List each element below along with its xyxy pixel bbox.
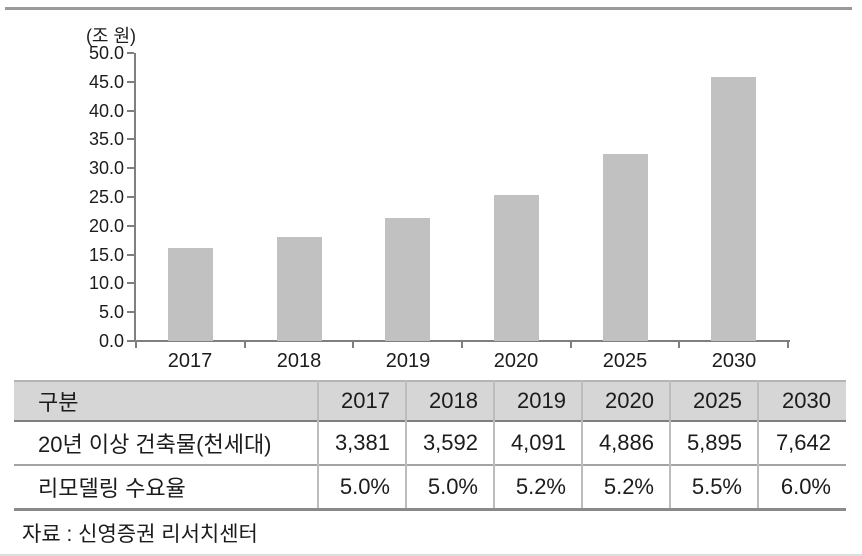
x-axis-tick <box>787 341 789 348</box>
table-cell: 5.0% <box>405 465 494 510</box>
y-axis-tick <box>127 196 134 198</box>
y-axis-tick-label: 5.0 <box>98 302 124 322</box>
y-axis-tick <box>127 138 134 140</box>
top-divider <box>5 7 852 10</box>
table-cell: 5.2% <box>581 465 670 510</box>
x-axis-tick <box>244 341 246 348</box>
y-axis-unit-label: (조 원) <box>85 26 137 46</box>
table-header-row: 구분 2017 2018 2019 2020 2025 2030 <box>14 381 846 421</box>
bar-2017 <box>168 248 213 341</box>
table-cell: 5.0% <box>317 465 406 510</box>
y-axis-tick-label: 35.0 <box>88 129 124 149</box>
table-cell: 7,642 <box>757 421 846 465</box>
table-cell: 5.2% <box>493 465 582 510</box>
table-header-year: 2018 <box>405 381 494 421</box>
report-figure: (조 원) 0.0 5.0 10.0 15.0 20.0 25.0 30.0 35.0 40.0… <box>0 7 862 556</box>
table-cell: 4,886 <box>581 421 670 465</box>
y-axis-tick <box>127 225 134 227</box>
x-axis-tick <box>461 341 463 348</box>
x-axis-tick <box>352 341 354 348</box>
table-cell: 5.5% <box>669 465 758 510</box>
table-cell: 6.0% <box>757 465 846 510</box>
bar-2019 <box>385 218 430 341</box>
row-label: 20년 이상 건축물(천세대) <box>14 421 318 465</box>
y-axis-tick <box>127 110 134 112</box>
table-header-category: 구분 <box>14 381 318 421</box>
x-axis-tick-label: 2019 <box>385 350 431 372</box>
table-row-demand-rate: 리모델링 수요율 5.0% 5.0% 5.2% 5.2% 5.5% 6.0% <box>14 465 846 510</box>
y-axis-tick-label: 40.0 <box>88 101 124 121</box>
y-axis-tick-label: 30.0 <box>88 158 124 178</box>
y-axis-tick <box>127 167 134 169</box>
x-axis-tick-label: 2025 <box>602 350 648 372</box>
bar-2018 <box>277 237 322 341</box>
x-axis-tick-label: 2020 <box>493 350 539 372</box>
x-axis-tick <box>570 341 572 348</box>
y-axis-tick-label: 20.0 <box>88 216 124 236</box>
y-axis <box>134 53 136 342</box>
table-cell: 3,381 <box>317 421 406 465</box>
table-cell: 5,895 <box>669 421 758 465</box>
x-axis-tick-label: 2030 <box>711 350 757 372</box>
y-axis-tick <box>127 311 134 313</box>
y-axis-tick <box>127 52 134 54</box>
table-header-year: 2025 <box>669 381 758 421</box>
bar-2030 <box>711 77 756 341</box>
table-header-year: 2030 <box>757 381 846 421</box>
table-header-year: 2019 <box>493 381 582 421</box>
y-axis-tick-label: 25.0 <box>88 187 124 207</box>
table-row-buildings: 20년 이상 건축물(천세대) 3,381 3,592 4,091 4,886 … <box>14 421 846 465</box>
table-cell: 3,592 <box>405 421 494 465</box>
y-axis-tick-label: 50.0 <box>88 43 124 63</box>
y-axis-tick-label: 10.0 <box>88 273 124 293</box>
x-axis-tick <box>678 341 680 348</box>
table-header-year: 2017 <box>317 381 406 421</box>
source-note: 자료 : 신영증권 리서치센터 <box>22 523 258 546</box>
table-cell: 4,091 <box>493 421 582 465</box>
y-axis-tick-label: 15.0 <box>88 245 124 265</box>
bar-2020 <box>494 195 539 341</box>
x-axis-tick-label: 2018 <box>276 350 322 372</box>
y-axis-tick <box>127 282 134 284</box>
y-axis-tick <box>127 81 134 83</box>
bar-2025 <box>603 154 648 341</box>
y-axis-tick-label: 0.0 <box>98 331 124 351</box>
y-axis-tick-label: 45.0 <box>88 72 124 92</box>
y-axis-tick <box>127 340 134 342</box>
x-axis-tick <box>135 341 137 348</box>
x-axis-tick-label: 2017 <box>167 350 213 372</box>
table-header-year: 2020 <box>581 381 670 421</box>
remodeling-market-bar-chart: (조 원) 0.0 5.0 10.0 15.0 20.0 25.0 30.0 35.0 40.0… <box>5 7 852 372</box>
y-axis-tick <box>127 254 134 256</box>
row-label: 리모델링 수요율 <box>14 465 318 510</box>
data-table: 구분 2017 2018 2019 2020 2025 2030 20년 이상 … <box>14 380 846 511</box>
